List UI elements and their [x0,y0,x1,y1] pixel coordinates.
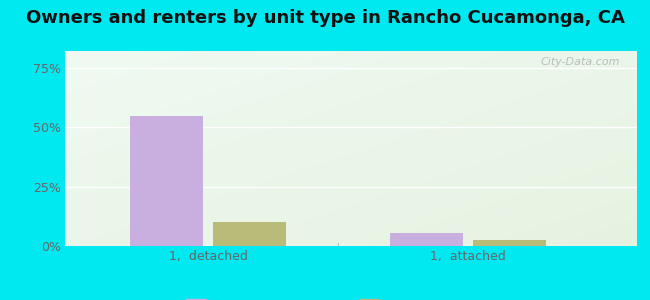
Text: City-Data.com: City-Data.com [540,57,620,67]
Bar [390,233,463,246]
Bar [213,222,286,246]
Bar [473,240,546,246]
Legend: Owner occupied units, Renter occupied units: Owner occupied units, Renter occupied un… [181,295,521,300]
Bar [130,116,203,246]
Text: Owners and renters by unit type in Rancho Cucamonga, CA: Owners and renters by unit type in Ranch… [25,9,625,27]
